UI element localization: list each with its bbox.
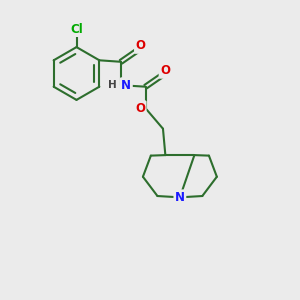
Text: H: H [108, 80, 117, 90]
Text: O: O [136, 39, 146, 52]
Text: O: O [135, 102, 145, 115]
Text: N: N [175, 191, 185, 204]
Text: N: N [122, 79, 131, 92]
Text: O: O [160, 64, 170, 77]
Text: Cl: Cl [70, 22, 83, 36]
